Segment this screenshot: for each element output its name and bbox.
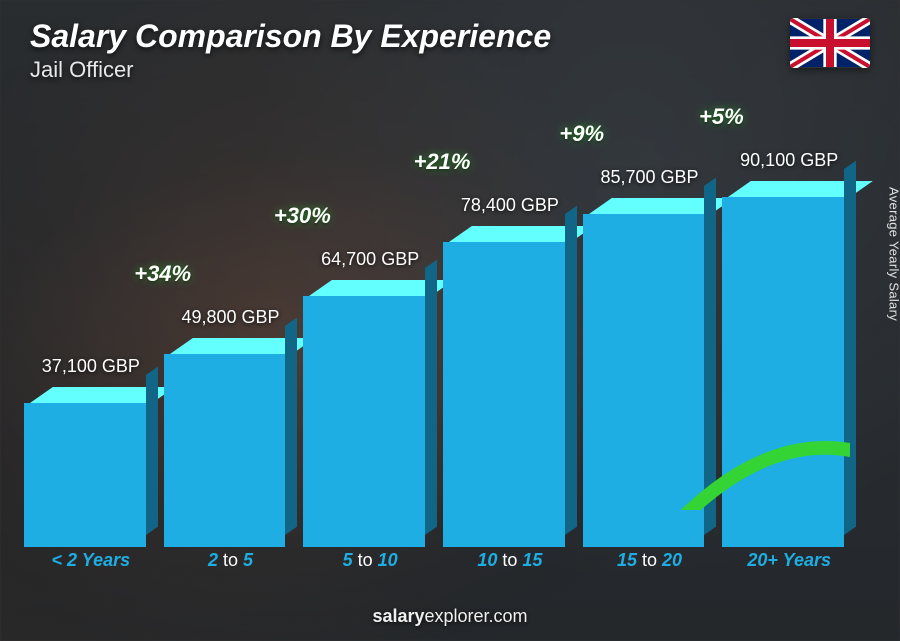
bar-value-label: 49,800 GBP [181,307,279,328]
bar-side-face [704,178,716,535]
bar-value-label: 85,700 GBP [600,167,698,188]
category-label: 5 to 10 [309,550,431,571]
bar-value-label: 90,100 GBP [740,150,838,171]
header: Salary Comparison By Experience Jail Off… [30,18,870,83]
bar-value-label: 64,700 GBP [321,249,419,270]
bar-value-label: 78,400 GBP [461,195,559,216]
footer-brand-rest: explorer.com [425,606,528,626]
bar-slot: 85,700 GBP [589,167,711,531]
categories-row: < 2 Years 2 to 5 5 to 10 10 to 15 15 to 20 20… [30,550,850,571]
bar-value-label: 37,100 GBP [42,356,140,377]
footer-brand: salaryexplorer.com [0,606,900,627]
bar [443,226,565,531]
bar-front-face [164,354,286,547]
category-label: 15 to 20 [589,550,711,571]
bars-container: 37,100 GBP 49,800 GBP 64,700 GBP 78,400 … [30,100,850,531]
bar-slot: 49,800 GBP [170,307,292,531]
bar-slot: 78,400 GBP [449,195,571,531]
bar [583,198,705,531]
title-block: Salary Comparison By Experience Jail Off… [30,18,551,83]
bar [303,280,425,531]
footer-brand-bold: salary [372,606,424,626]
bar [164,338,286,531]
y-axis-label: Average Yearly Salary [887,187,900,321]
bar-front-face [303,296,425,547]
bar-front-face [722,197,844,547]
bar-side-face [565,206,577,535]
bar-side-face [285,318,297,535]
page-title: Salary Comparison By Experience [30,18,551,55]
bar-side-face [146,367,158,535]
category-label: 10 to 15 [449,550,571,571]
category-label: 2 to 5 [170,550,292,571]
bar-front-face [583,214,705,547]
bar-slot: 90,100 GBP [728,150,850,531]
bar-side-face [844,161,856,535]
uk-flag-icon [790,18,870,68]
bar-front-face [24,403,146,547]
bar-side-face [425,260,437,535]
bar-slot: 37,100 GBP [30,356,152,531]
bar [24,387,146,531]
content-root: Salary Comparison By Experience Jail Off… [0,0,900,641]
page-subtitle: Jail Officer [30,57,551,83]
category-label: < 2 Years [30,550,152,571]
bar [722,181,844,531]
bar-slot: 64,700 GBP [309,249,431,531]
bar-chart: 37,100 GBP 49,800 GBP 64,700 GBP 78,400 … [30,100,850,571]
category-label: 20+ Years [728,550,850,571]
bar-front-face [443,242,565,547]
